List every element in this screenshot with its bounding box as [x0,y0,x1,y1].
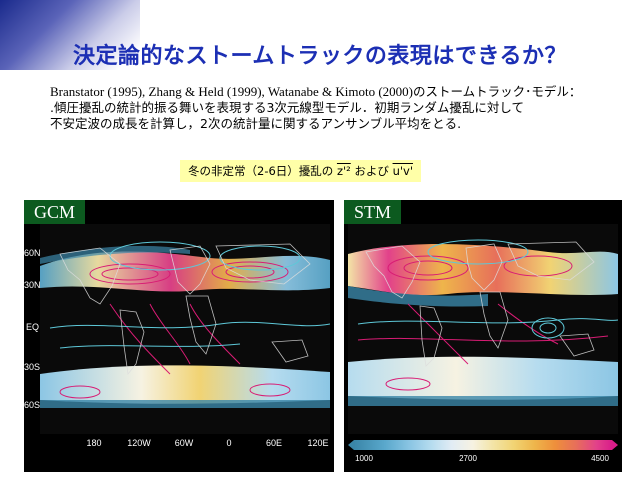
gcm-lon-60w: 60W [174,438,194,448]
caption-pre: 冬の非定常（2-6日）擾乱の [188,164,337,178]
gcm-lat-60s: 60S [24,400,41,410]
figure-caption: 冬の非定常（2-6日）擾乱の z'² および u'v' [180,160,421,182]
slide-body: Branstator (1995), Zhang & Held (1999), … [50,84,630,132]
gcm-lon-120e: 120E [307,438,329,448]
colorbar-label-min: 1000 [355,454,373,463]
gcm-map-graphic [40,224,331,434]
caption-mid: および [350,164,393,178]
colorbar [354,440,612,450]
colorbar-label-mid: 2700 [459,454,477,463]
gcm-lat-30s: 30S [24,362,41,372]
stm-label: STM [344,200,402,224]
gcm-lon-0: 0 [226,438,232,448]
gcm-lon-120w: 120W [127,438,151,448]
gcm-lat-eq: EQ [26,322,40,332]
corner-gradient [0,0,140,70]
body-line-1-tail: のストームトラック･モデル： [413,84,582,99]
gcm-lon-180: 180 [86,438,102,448]
colorbar-right-arrow [612,440,618,450]
body-line-3: 不安定波の成長を計算し，2次の統計量に関するアンサンブル平均をとる. [50,116,462,131]
stm-map [348,224,619,434]
caption-uv: u'v' [392,164,413,178]
stm-map-graphic [348,224,619,434]
gcm-lat-60n: 60N [24,248,41,258]
gcm-lat-30n: 30N [24,280,41,290]
references: Branstator (1995), Zhang & Held (1999), … [50,84,413,99]
gcm-panel: GCM [24,200,334,472]
body-line-2: .傾圧擾乱の統計的振る舞いを表現する3次元線型モデル．初期ランダム擾乱に対して [50,100,525,115]
slide-title: 決定論的なストームトラックの表現はできるか？ [73,44,567,69]
gcm-lon-60e: 60E [265,438,283,448]
caption-z: z'² [336,164,351,178]
colorbar-label-max: 4500 [591,454,609,463]
gcm-map [40,224,331,434]
stm-panel: STM [344,200,622,472]
body-line-1: Branstator (1995), Zhang & Held (1999), … [50,84,630,100]
colorbar-left-arrow [348,440,354,450]
gcm-label: GCM [24,200,86,224]
